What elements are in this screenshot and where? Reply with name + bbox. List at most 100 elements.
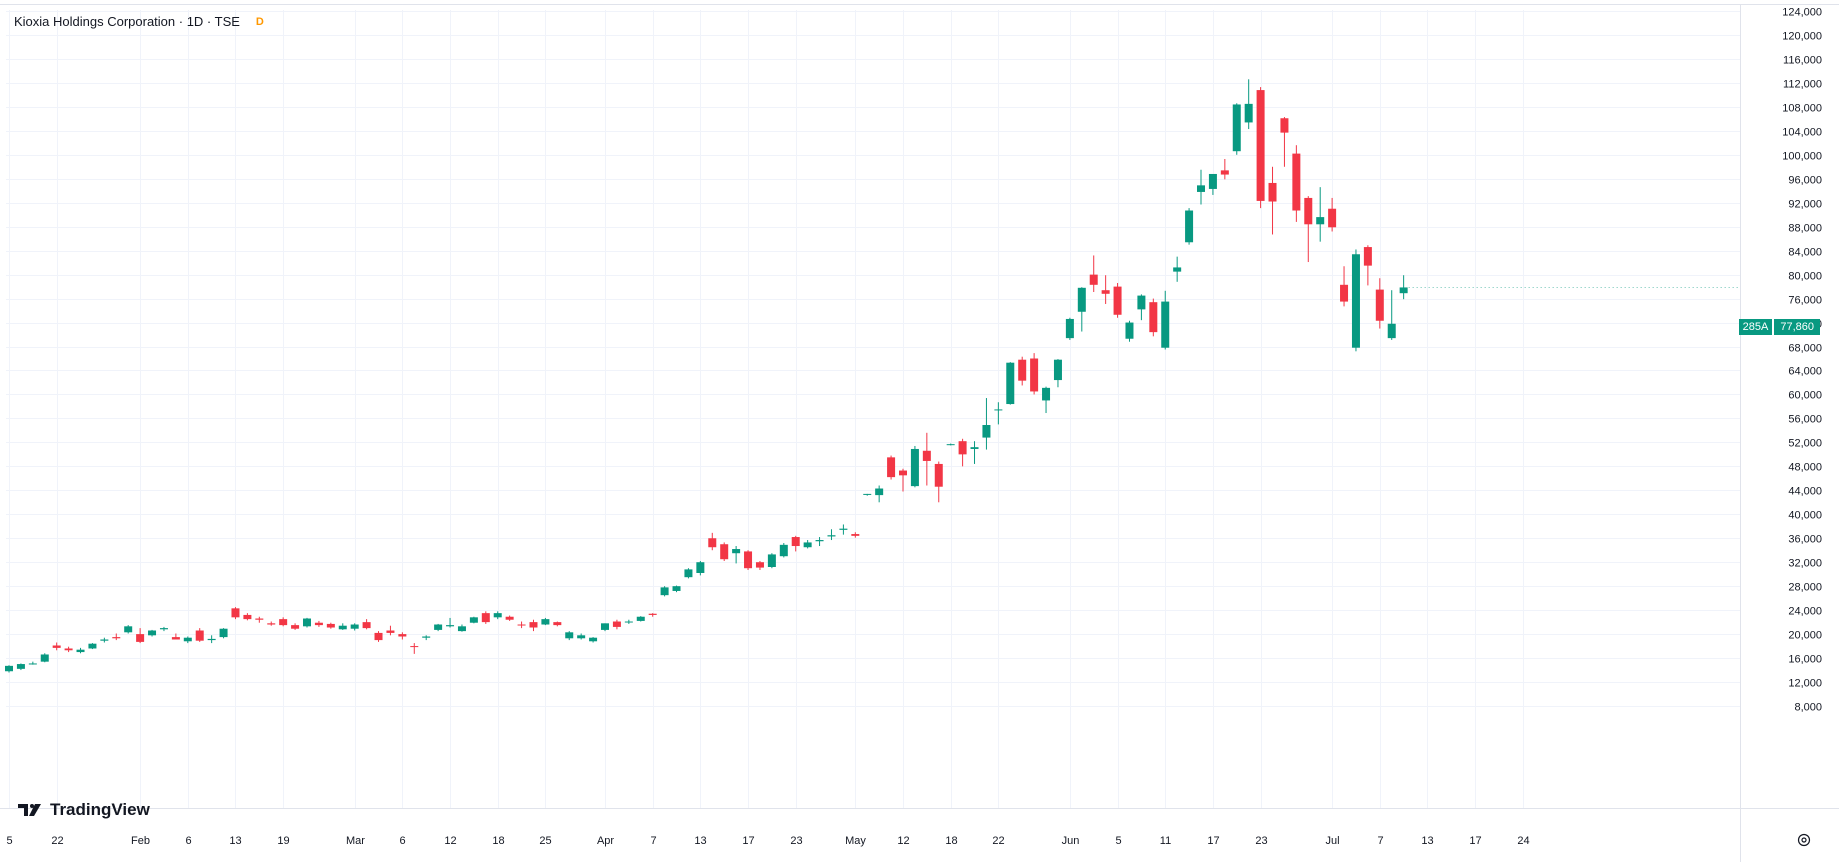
candle[interactable]: [410, 643, 419, 654]
candle[interactable]: [16, 663, 25, 671]
candle[interactable]: [88, 643, 97, 650]
candle[interactable]: [1220, 158, 1229, 180]
candle[interactable]: [64, 646, 73, 653]
candle[interactable]: [446, 617, 455, 628]
candle[interactable]: [732, 546, 741, 564]
candle[interactable]: [791, 535, 800, 552]
candle[interactable]: [326, 622, 335, 629]
chart-title-bar[interactable]: Kioxia Holdings Corporation · 1D · TSE D: [14, 14, 264, 29]
candle[interactable]: [589, 637, 598, 643]
candle[interactable]: [612, 619, 621, 630]
candle[interactable]: [624, 619, 633, 624]
candle[interactable]: [1399, 275, 1408, 300]
candle[interactable]: [76, 647, 85, 654]
candle[interactable]: [1244, 79, 1253, 130]
candle[interactable]: [875, 485, 884, 503]
candle[interactable]: [422, 635, 431, 641]
candle[interactable]: [541, 617, 550, 626]
candle[interactable]: [279, 617, 288, 627]
candle[interactable]: [1173, 256, 1182, 282]
gear-icon[interactable]: [1796, 832, 1812, 848]
candle[interactable]: [994, 402, 1003, 425]
candle[interactable]: [28, 661, 37, 665]
candle[interactable]: [386, 625, 395, 636]
candle[interactable]: [1042, 386, 1051, 414]
candle[interactable]: [231, 607, 240, 620]
candle[interactable]: [946, 443, 955, 446]
candle[interactable]: [1375, 278, 1384, 329]
candle[interactable]: [839, 524, 848, 535]
candle[interactable]: [1340, 266, 1349, 307]
candle[interactable]: [124, 625, 133, 634]
candle[interactable]: [159, 626, 168, 632]
candle[interactable]: [517, 621, 526, 629]
candle[interactable]: [1387, 290, 1396, 340]
candle[interactable]: [1280, 117, 1289, 167]
candle[interactable]: [5, 665, 13, 673]
candle[interactable]: [1149, 298, 1158, 337]
candle[interactable]: [899, 468, 907, 492]
candle[interactable]: [1030, 353, 1039, 395]
candle[interactable]: [255, 616, 264, 623]
candle[interactable]: [195, 628, 204, 642]
candle[interactable]: [684, 568, 693, 579]
candle[interactable]: [1053, 359, 1062, 388]
candle[interactable]: [1113, 283, 1122, 318]
candle[interactable]: [660, 586, 669, 597]
candle[interactable]: [970, 441, 979, 464]
candle[interactable]: [350, 623, 359, 631]
candle[interactable]: [767, 553, 776, 569]
candle[interactable]: [362, 619, 371, 630]
candle[interactable]: [1256, 87, 1265, 209]
candle[interactable]: [219, 628, 228, 639]
candle[interactable]: [1006, 362, 1015, 405]
candle[interactable]: [1197, 169, 1205, 205]
candle[interactable]: [553, 621, 562, 627]
candle[interactable]: [481, 611, 490, 624]
candle[interactable]: [565, 631, 574, 641]
candle[interactable]: [851, 532, 860, 538]
candle[interactable]: [1292, 145, 1301, 222]
candle[interactable]: [982, 398, 991, 450]
candle[interactable]: [1328, 197, 1337, 232]
candle[interactable]: [207, 635, 216, 644]
candle[interactable]: [934, 461, 943, 503]
candle[interactable]: [1089, 255, 1098, 292]
candle[interactable]: [827, 529, 836, 541]
candle[interactable]: [40, 653, 49, 663]
candle[interactable]: [708, 532, 717, 551]
candle[interactable]: [171, 633, 180, 640]
candle[interactable]: [112, 633, 121, 641]
candle[interactable]: [136, 628, 145, 644]
candle[interactable]: [1316, 187, 1325, 242]
candle[interactable]: [314, 620, 323, 627]
candle[interactable]: [636, 616, 645, 622]
candle[interactable]: [398, 632, 407, 640]
candle[interactable]: [1125, 320, 1134, 342]
candle[interactable]: [493, 611, 502, 620]
candle[interactable]: [696, 561, 705, 576]
candle[interactable]: [52, 642, 61, 651]
candle[interactable]: [922, 432, 931, 486]
candle[interactable]: [1351, 249, 1360, 352]
candle[interactable]: [779, 543, 788, 558]
candle[interactable]: [648, 613, 657, 617]
candle[interactable]: [1161, 290, 1170, 350]
candle[interactable]: [100, 637, 109, 643]
candle[interactable]: [338, 623, 347, 630]
candle[interactable]: [505, 615, 514, 621]
candle[interactable]: [577, 633, 586, 640]
candle[interactable]: [887, 455, 896, 480]
candle[interactable]: [1268, 166, 1277, 235]
candle[interactable]: [672, 585, 681, 593]
candle[interactable]: [601, 623, 609, 632]
candle[interactable]: [148, 629, 157, 637]
candle[interactable]: [291, 623, 300, 630]
candle[interactable]: [720, 542, 729, 562]
candle[interactable]: [1185, 208, 1194, 245]
candle[interactable]: [1208, 173, 1217, 195]
candle[interactable]: [1101, 275, 1110, 304]
tradingview-logo[interactable]: TradingView: [18, 800, 150, 820]
candle[interactable]: [243, 613, 252, 621]
